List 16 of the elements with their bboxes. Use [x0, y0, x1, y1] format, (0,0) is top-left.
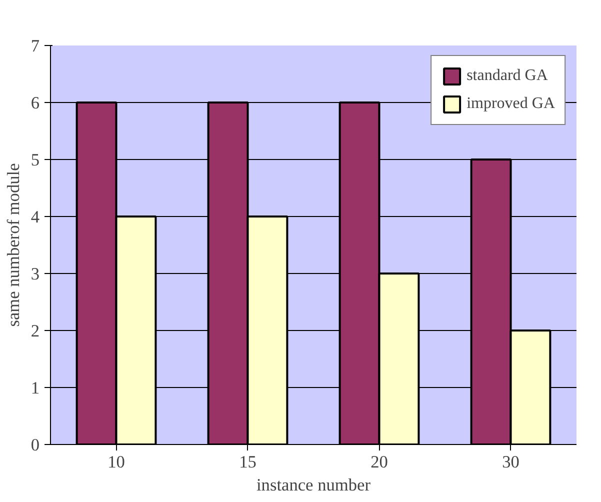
x-axis-title: instance number [256, 476, 371, 494]
y-tick-label: 0 [30, 436, 40, 454]
legend-label: improved GA [466, 95, 555, 113]
x-tick-label: 30 [502, 452, 520, 472]
y-tick-label: 3 [30, 264, 40, 284]
legend-label: standard GA [466, 67, 548, 85]
y-tick-label: 5 [30, 150, 40, 170]
x-tick-label: 10 [108, 452, 125, 472]
y-tick-label: 6 [30, 94, 40, 112]
x-tick-label: 20 [370, 452, 388, 472]
y-tick-label: 7 [30, 36, 40, 56]
y-tick-label: 1 [30, 378, 40, 398]
y-axis-title: same numberof module [4, 162, 23, 327]
y-tick-label: 4 [30, 208, 40, 226]
x-tick-label: 15 [239, 452, 256, 472]
y-tick-label: 2 [30, 322, 40, 340]
